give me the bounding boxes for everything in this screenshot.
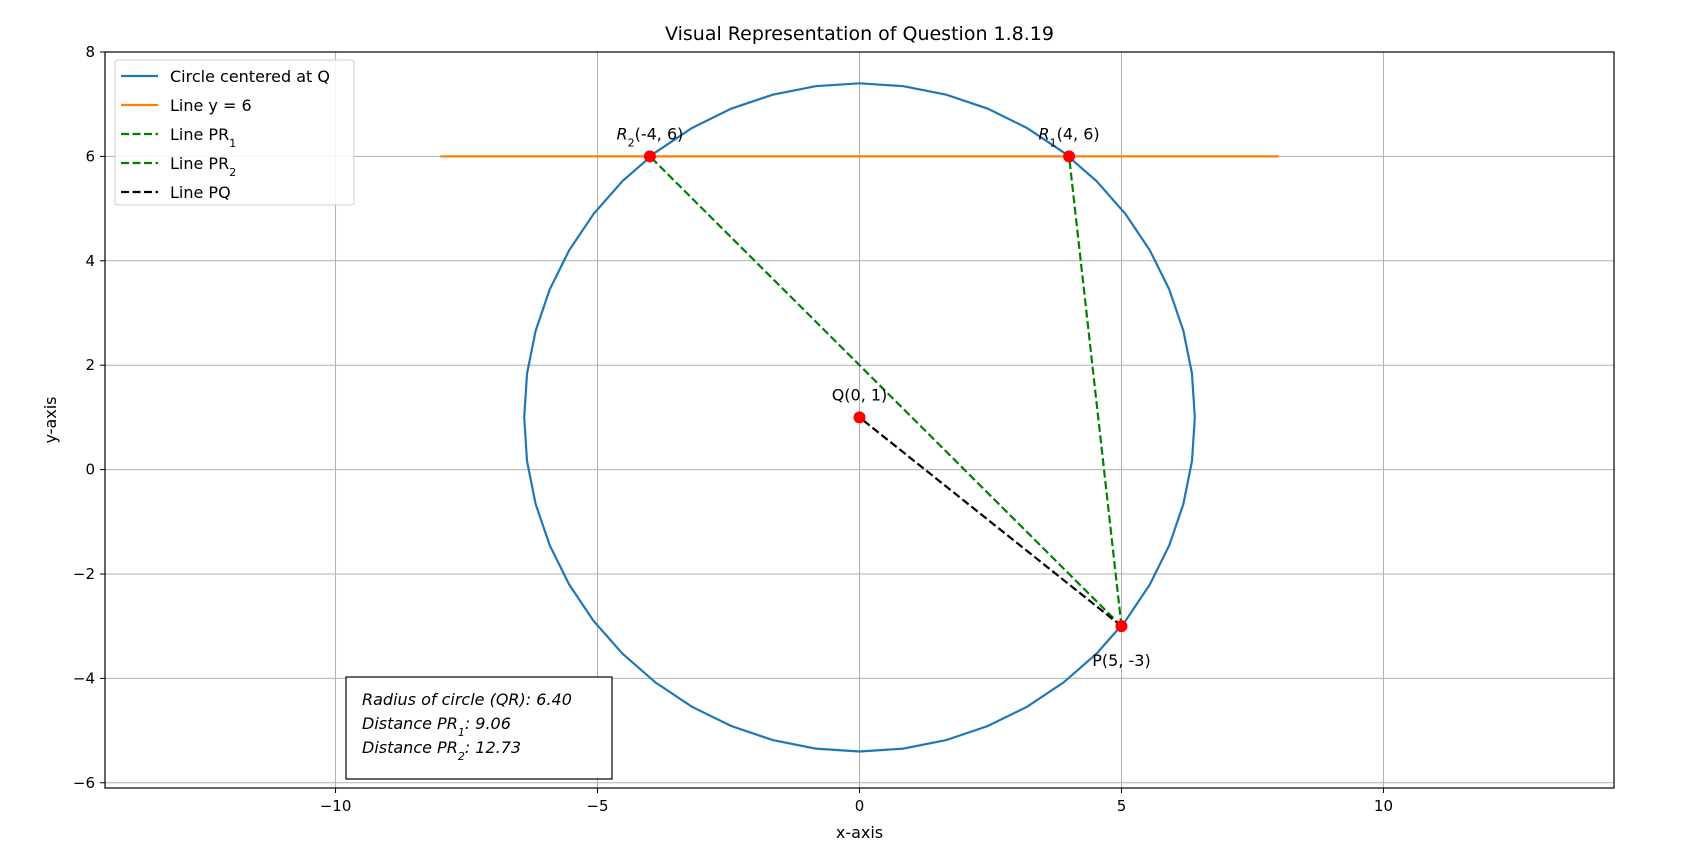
point-label-prefix: R [1039, 124, 1050, 143]
info-line-2: Distance PR2: 12.73 [362, 738, 521, 763]
plot-area: Q(0, 1)P(5, -3)R1(4, 6)R2(-4, 6) [440, 82, 1279, 753]
y-tick-label-2: −2 [73, 565, 95, 583]
point-label-prefix: P [1092, 651, 1102, 670]
legend-entry-2: Line PR1 [170, 125, 236, 150]
legend-entry-1: Line y = 6 [170, 96, 252, 115]
point-label-coordinates: (0, 1) [844, 385, 887, 404]
point-label-prefix: Q [832, 385, 845, 404]
y-tick-label-1: −4 [73, 669, 95, 687]
legend-entry-subscript: 1 [229, 137, 236, 150]
point-label-coordinates: (-4, 6) [635, 124, 684, 143]
info-line-subscript: 2 [458, 750, 465, 763]
x-tick-label-0: −10 [320, 797, 352, 815]
point-label-0: Q(0, 1) [832, 385, 888, 404]
legend-entry-text: Line PR [170, 125, 229, 144]
y-axis-label: y-axis [41, 396, 60, 443]
point-label-coordinates: (4, 6) [1057, 124, 1100, 143]
legend-entry-text: Line PR [170, 154, 229, 173]
info-line-value: : 12.73 [465, 738, 521, 757]
x-tick-label-4: 10 [1374, 797, 1393, 815]
series-line-3 [649, 155, 1123, 627]
info-line-text: Radius of circle (QR): 6.40 [362, 690, 572, 709]
axis-ticks: −10 −5 0 5 10 −6 −4 −2 0 2 4 6 8 [73, 43, 1615, 815]
point-label-1: P(5, -3) [1092, 651, 1150, 670]
legend-entry-text: Line PQ [170, 183, 231, 202]
legend-entry-4: Line PQ [170, 183, 231, 202]
point-label-coordinates: (5, -3) [1102, 651, 1151, 670]
series-layer [440, 82, 1279, 753]
info-line-text: Distance PR [362, 738, 458, 757]
y-tick-label-6: 6 [85, 147, 95, 165]
info-box: Radius of circle (QR): 6.40 Distance PR1:… [345, 676, 613, 780]
legend-frame [114, 59, 355, 206]
chart-title: Visual Representation of Question 1.8.19 [665, 23, 1054, 45]
x-tick-label-2: 0 [855, 797, 865, 815]
point-label-3: R2(-4, 6) [616, 124, 683, 149]
legend-entry-text: Circle centered at Q [170, 67, 330, 86]
point-marker-0 [853, 411, 866, 424]
info-line-value: : 9.06 [465, 714, 511, 733]
legend-entry-3: Line PR2 [170, 154, 236, 179]
point-label-2: R1(4, 6) [1039, 124, 1100, 149]
y-tick-label-4: 2 [85, 356, 95, 374]
point-marker-1 [1115, 620, 1128, 633]
y-tick-label-5: 4 [85, 252, 95, 270]
info-line-text: Distance PR [362, 714, 458, 733]
info-line-subscript: 1 [458, 726, 465, 739]
x-tick-label-3: 5 [1117, 797, 1127, 815]
point-label-subscript: 2 [628, 136, 635, 149]
legend-entry-subscript: 2 [229, 166, 236, 179]
info-box-frame [345, 676, 613, 780]
x-tick-label-1: −5 [586, 797, 608, 815]
x-axis-label: x-axis [836, 823, 883, 842]
y-tick-label-7: 8 [85, 43, 95, 61]
y-tick-label-0: −6 [73, 774, 95, 792]
y-tick-label-3: 0 [85, 461, 95, 479]
info-line-0: Radius of circle (QR): 6.40 [362, 690, 572, 709]
point-label-prefix: R [616, 124, 627, 143]
info-line-1: Distance PR1: 9.06 [362, 714, 511, 739]
series-line-2 [1067, 156, 1123, 627]
legend-entry-0: Circle centered at Q [170, 67, 330, 86]
point-marker-3 [643, 150, 656, 163]
point-marker-2 [1063, 150, 1076, 163]
point-label-subscript: 1 [1050, 136, 1057, 149]
series-circle-centered-at-q [523, 82, 1196, 753]
series-line-4 [858, 416, 1123, 628]
legend-entry-text: Line y = 6 [170, 96, 252, 115]
